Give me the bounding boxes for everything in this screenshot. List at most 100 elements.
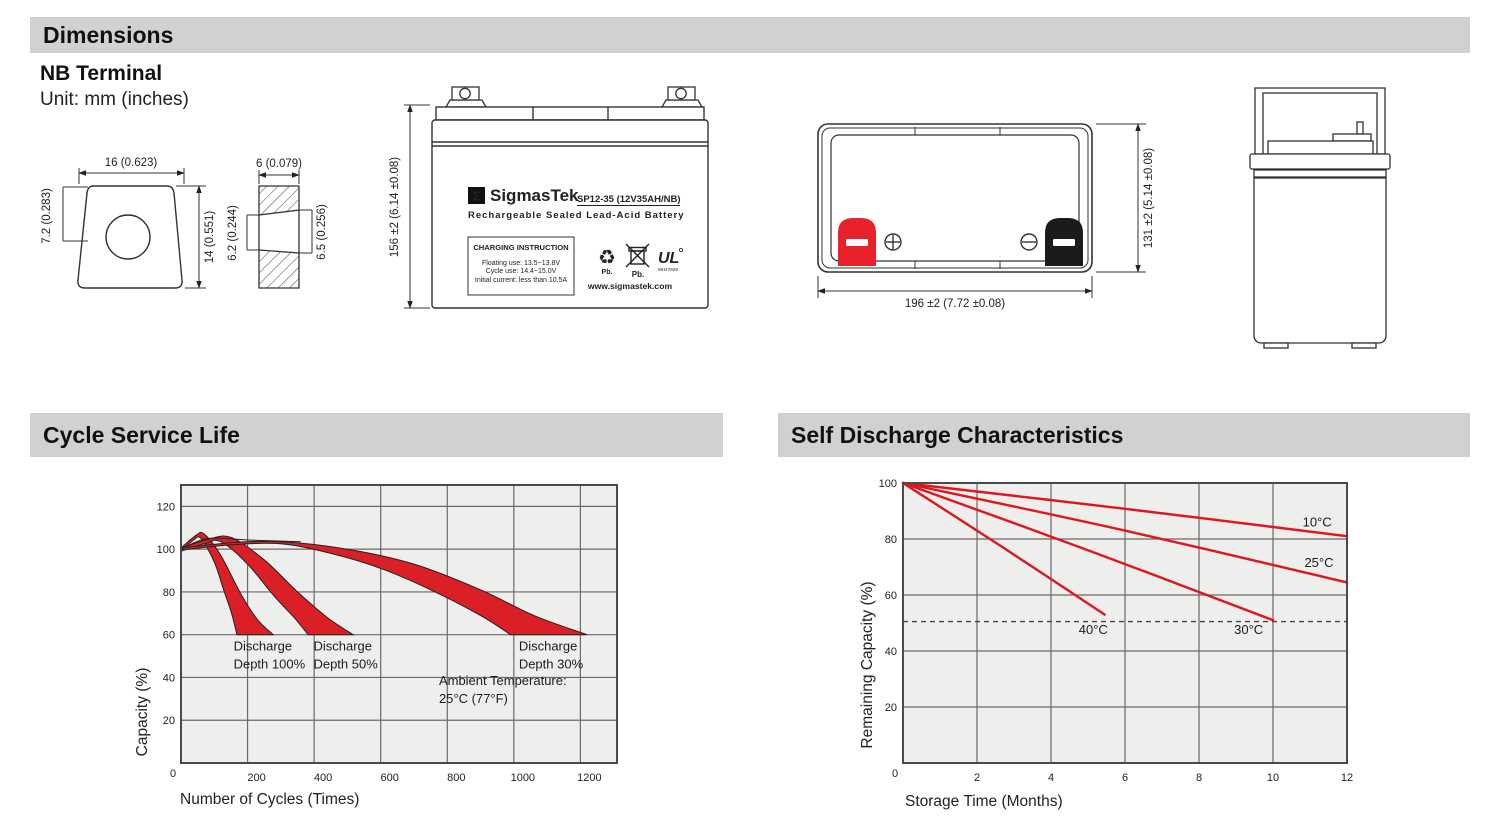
temp-line-25c — [901, 481, 1349, 584]
charging-line-2: Cycle use: 14.4~15.0V — [486, 268, 557, 275]
dim-16 — [78, 168, 185, 184]
battery-side-view — [1249, 87, 1391, 349]
y-tick-label: 120 — [157, 501, 175, 513]
nb-terminal-title: NB Terminal — [40, 62, 163, 85]
website-text: www.sigmastek.com — [587, 281, 673, 291]
section-header-self-discharge: Self Discharge Characteristics — [778, 413, 1470, 457]
chart-annotation: Depth 100% — [234, 657, 306, 672]
section-header-dimensions: Dimensions — [30, 17, 1470, 53]
terminal-hole — [105, 214, 151, 260]
x-axis-title: Storage Time (Months) — [905, 793, 1063, 810]
chart-annotation: Discharge — [313, 639, 372, 654]
y-tick-label: 20 — [885, 702, 897, 714]
front-terminals — [444, 86, 704, 108]
y-tick-label: 40 — [163, 672, 175, 684]
section-title-self-discharge: Self Discharge Characteristics — [791, 421, 1124, 448]
temp-line-40c — [901, 481, 1106, 616]
sigma-glyph: Σ — [473, 189, 481, 204]
ul-mark-icon: UL — [658, 250, 679, 267]
y-tick-label: 20 — [163, 715, 175, 727]
dim-16-label: 16 (0.623) — [105, 157, 158, 169]
x-tick-label: 1200 — [577, 772, 601, 784]
dim-6-2-label: 6.2 (0.244) — [227, 205, 239, 261]
charging-title: CHARGING INSTRUCTION — [473, 243, 568, 252]
chart-annotation: Ambient Temperature: — [439, 673, 567, 688]
terminal-front-outline — [77, 185, 183, 289]
y-tick-label: 60 — [885, 590, 897, 602]
ul-registered-dot — [679, 247, 684, 252]
dim-7-2 — [62, 186, 88, 242]
chart-annotation: 25°C (77°F) — [439, 691, 508, 706]
x-tick-label: 4 — [1048, 772, 1054, 784]
x-tick-label: 12 — [1341, 772, 1353, 784]
x-tick-label: 200 — [247, 772, 265, 784]
temp-line-label: 25°C — [1304, 555, 1333, 570]
top-case-outline — [817, 123, 1093, 273]
x-tick-label: 600 — [381, 772, 399, 784]
charging-box — [467, 236, 575, 296]
y-tick-label: 40 — [885, 646, 897, 658]
battery-top-view: 131 ±2 (5.14 ±0.08) 196 ±2 (7.72 ±0.08) — [817, 123, 1155, 310]
dim-14 — [176, 185, 206, 289]
y-axis-title: Remaining Capacity (%) — [859, 581, 876, 748]
black-terminal-minus-bar — [1053, 239, 1075, 246]
dim-156-label: 156 ±2 (6.14 ±0.08) — [389, 157, 401, 257]
temp-line-10c — [901, 481, 1349, 538]
battery-front-view: 156 ±2 (6.14 ±0.08) Σ SigmasTek SP12-35 … — [389, 86, 709, 309]
y-tick-label: 60 — [163, 630, 175, 642]
dim-6 — [258, 170, 300, 184]
plot-border — [902, 482, 1348, 764]
origin-tick-label: 0 — [892, 768, 898, 780]
temp-line-label: 10°C — [1303, 514, 1332, 529]
x-tick-label: 10 — [1267, 772, 1279, 784]
section-header-cycle-service-life: Cycle Service Life — [30, 413, 723, 457]
self-discharge-chart: 10°C 25°C 30°C 40°C 20 40 60 80 100 0 2 4 6 8 10 12 Stor… — [859, 478, 1353, 810]
dim-156 — [404, 104, 430, 309]
sigma-logo — [468, 187, 485, 204]
dim-131-label: 131 ±2 (5.14 ±0.08) — [1143, 148, 1155, 248]
dim-6-2 — [246, 214, 259, 251]
origin-tick-label: 0 — [170, 768, 176, 780]
dim-6-5-label: 6.5 (0.256) — [316, 204, 328, 260]
circled-plus-icon — [884, 233, 902, 251]
dim-196 — [817, 276, 1093, 298]
terminal-side-outline — [258, 185, 300, 289]
chart-annotation: Discharge — [234, 639, 293, 654]
band-discharge-depth-50- — [180, 535, 355, 636]
dim-196-label: 196 ±2 (7.72 ±0.08) — [905, 298, 1005, 310]
chart-annotation: Depth 30% — [519, 657, 584, 672]
dim-6-5 — [299, 209, 313, 254]
x-tick-label: 2 — [974, 772, 980, 784]
section-title-cycle: Cycle Service Life — [43, 421, 240, 448]
temp-line-label: 30°C — [1234, 622, 1263, 637]
x-tick-label: 8 — [1196, 772, 1202, 784]
y-axis-title: Capacity (%) — [134, 668, 151, 757]
recycle-pb-icon: ♻ — [598, 247, 616, 269]
red-terminal-minus-bar — [846, 239, 868, 246]
dim-7-2-label: 7.2 (0.283) — [41, 188, 53, 244]
bin-pb-label: Pb. — [632, 270, 644, 279]
tagline-text: Rechargeable Sealed Lead-Acid Battery — [468, 210, 685, 221]
charging-line-3: Initial current: less than 10.5A — [475, 277, 568, 284]
y-tick-label: 80 — [885, 534, 897, 546]
dim-6-label: 6 (0.079) — [256, 158, 302, 170]
y-tick-label: 100 — [157, 544, 175, 556]
side-outline — [1249, 87, 1391, 349]
dim-14-label: 14 (0.551) — [204, 211, 216, 264]
x-tick-label: 6 — [1122, 772, 1128, 784]
band-discharge-depth-100- — [180, 531, 275, 636]
front-case — [431, 106, 709, 309]
dim-131 — [1096, 123, 1146, 273]
temp-line-label: 40°C — [1079, 622, 1108, 637]
terminal-detail-drawing: 16 (0.623) 7.2 (0.283) 14 (0.551) 6 (0.0… — [41, 157, 328, 289]
plot-border — [180, 484, 618, 764]
brand-text: SigmasTek — [490, 186, 579, 205]
charging-line-1: Floating use: 13.5~13.8V — [482, 260, 560, 267]
model-text: SP12-35 (12V35AH/NB) — [577, 194, 681, 205]
section-title-dimensions: Dimensions — [43, 21, 174, 48]
envelope-curve — [180, 537, 301, 550]
x-tick-label: 400 — [314, 772, 332, 784]
crossed-bin-pb-icon — [625, 243, 650, 268]
